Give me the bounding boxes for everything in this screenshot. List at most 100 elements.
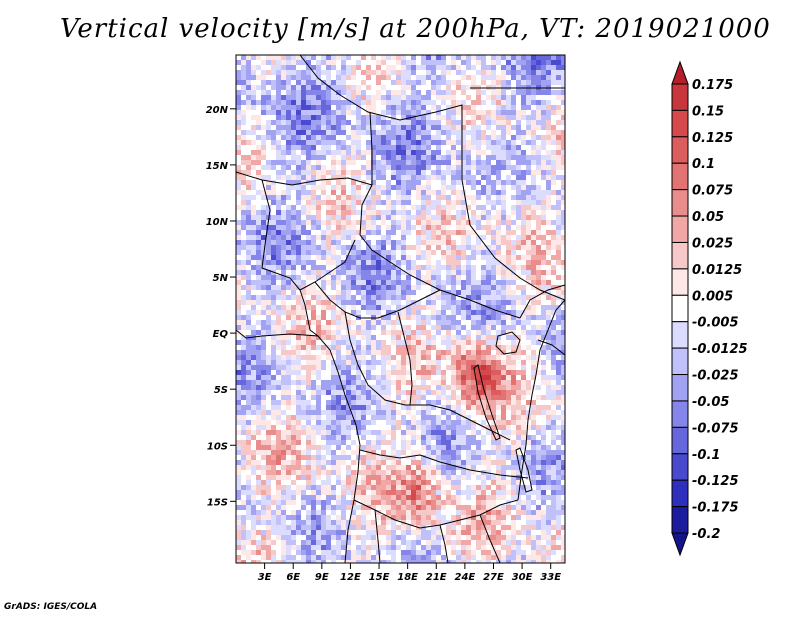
field-cell [326,105,332,111]
field-cell [366,350,372,356]
field-cell [511,110,517,116]
field-cell [461,60,467,66]
field-cell [446,80,452,86]
field-cell [251,140,257,146]
field-cell [341,135,347,141]
field-cell [256,130,262,136]
field-cell [366,370,372,376]
field-cell [306,340,312,346]
field-cell [306,90,312,96]
field-cell [541,410,547,416]
field-cell [261,325,267,331]
field-cell [381,370,387,376]
field-cell [251,240,257,246]
field-cell [341,285,347,291]
field-cell [391,355,397,361]
field-cell [291,240,297,246]
field-cell [341,140,347,146]
field-cell [491,380,497,386]
field-cell [376,390,382,396]
field-cell [556,270,562,276]
field-cell [551,365,557,371]
field-cell [241,425,247,431]
field-cell [486,405,492,411]
field-cell [396,275,402,281]
field-cell [271,155,277,161]
field-cell [316,170,322,176]
field-cell [276,165,282,171]
field-cell [346,150,352,156]
field-cell [471,295,477,301]
field-cell [466,255,472,261]
field-cell [461,135,467,141]
field-cell [296,385,302,391]
field-cell [261,280,267,286]
field-cell [296,160,302,166]
field-cell [516,360,522,366]
field-cell [556,390,562,396]
field-cell [406,125,412,131]
field-cell [376,110,382,116]
field-cell [261,100,267,106]
field-cell [486,410,492,416]
field-cell [361,210,367,216]
field-cell [556,135,562,141]
field-cell [341,90,347,96]
field-cell [516,120,522,126]
field-cell [421,95,427,101]
field-cell [291,150,297,156]
field-cell [391,260,397,266]
field-cell [506,250,512,256]
field-cell [476,200,482,206]
field-cell [561,315,565,321]
field-cell [556,405,562,411]
field-cell [356,290,362,296]
field-cell [311,405,317,411]
field-cell [451,205,457,211]
field-cell [311,310,317,316]
field-cell [366,135,372,141]
field-cell [521,205,527,211]
field-cell [261,230,267,236]
field-cell [356,125,362,131]
field-cell [506,195,512,201]
field-cell [516,325,522,331]
field-cell [501,150,507,156]
field-cell [336,290,342,296]
field-cell [521,55,527,61]
field-cell [341,400,347,406]
field-cell [416,255,422,261]
field-cell [351,100,357,106]
field-cell [391,425,397,431]
field-cell [281,110,287,116]
field-cell [356,160,362,166]
field-cell [326,125,332,131]
field-cell [371,70,377,76]
field-cell [306,395,312,401]
field-cell [396,300,402,306]
field-cell [241,430,247,436]
field-cell [346,245,352,251]
field-cell [406,430,412,436]
field-cell [521,60,527,66]
field-cell [366,145,372,151]
field-cell [301,350,307,356]
field-cell [266,335,272,341]
field-cell [516,405,522,411]
field-cell [311,425,317,431]
field-cell [401,150,407,156]
field-cell [236,305,242,311]
field-cell [376,210,382,216]
field-cell [496,245,502,251]
field-cell [406,160,412,166]
field-cell [291,415,297,421]
field-cell [496,270,502,276]
field-cell [456,345,462,351]
field-cell [311,90,317,96]
field-cell [281,365,287,371]
field-cell [356,310,362,316]
field-cell [316,105,322,111]
field-cell [366,220,372,226]
field-cell [266,145,272,151]
field-cell [311,180,317,186]
